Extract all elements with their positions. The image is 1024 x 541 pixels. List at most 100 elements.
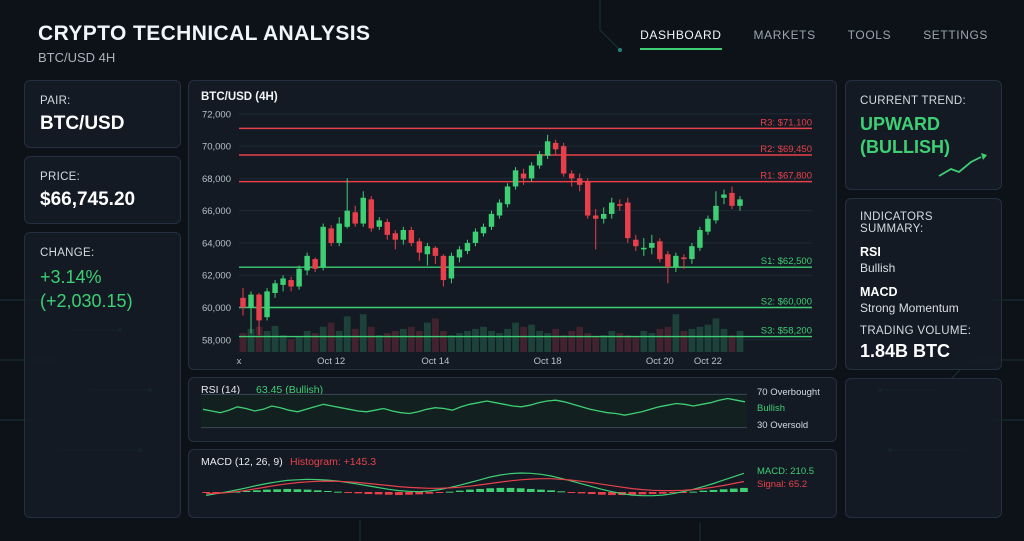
macd-histogram-bar <box>293 489 302 492</box>
candle-body <box>488 213 495 227</box>
candle-body <box>288 280 294 287</box>
volume-bar <box>448 335 455 352</box>
pair-value: BTC/USD <box>40 113 125 134</box>
nav-markets[interactable]: MARKETS <box>753 28 816 42</box>
volume-bar <box>696 326 704 352</box>
rsi-band <box>201 394 747 428</box>
candle-body <box>448 255 455 279</box>
candle-body <box>400 230 407 240</box>
volume-bar <box>536 331 543 352</box>
candle-body <box>264 291 270 318</box>
rsi-panel: RSI (14) 63.45 (Bullish) 70 Overbought B… <box>188 377 837 442</box>
volume-bar <box>616 333 624 352</box>
macd-histogram-bar <box>669 492 677 494</box>
signal-value-label: Signal: 65.2 <box>757 479 807 490</box>
resistance-label: R1: $67,800 <box>760 171 812 182</box>
volume-bar <box>255 326 263 352</box>
support-label: S2: $60,000 <box>761 296 812 307</box>
candle-body <box>544 141 551 156</box>
candle-body <box>456 249 463 258</box>
candle-body <box>392 233 399 240</box>
volume-bar <box>496 333 503 352</box>
volume-bar <box>375 335 383 352</box>
candle-body <box>520 173 527 179</box>
volume-bar <box>640 331 648 352</box>
volume-bar <box>287 339 295 352</box>
candle-body <box>657 241 663 260</box>
volume-bar <box>351 328 359 352</box>
candle-body <box>424 246 431 255</box>
y-tick-label: 58,000 <box>202 335 231 346</box>
candle-body <box>256 294 262 321</box>
candle-body <box>592 215 599 219</box>
rsi-name: RSI <box>860 245 881 259</box>
macd-histogram-bar <box>547 490 555 492</box>
macd-histogram-bar <box>476 488 484 492</box>
macd-histogram-bar <box>395 492 403 496</box>
volume-bar <box>472 328 479 352</box>
macd-histogram-bar <box>719 489 728 492</box>
x-tick-label: Oct 22 <box>694 356 722 367</box>
volume-bar <box>664 326 672 352</box>
change-label: CHANGE: <box>40 247 95 259</box>
y-tick-label: 64,000 <box>202 238 231 249</box>
candle-body <box>352 212 358 224</box>
macd-histogram-bar <box>466 489 474 492</box>
support-label: S3: $58,200 <box>761 326 812 337</box>
nav-tools[interactable]: TOOLS <box>847 28 892 42</box>
volume-bar <box>680 331 688 352</box>
y-tick-label: 70,000 <box>202 142 231 153</box>
y-tick-label: 68,000 <box>202 174 231 185</box>
candle-body <box>737 199 743 206</box>
volume-bar <box>560 335 568 352</box>
macd-histogram-bar <box>313 490 322 492</box>
candle-body <box>665 254 671 268</box>
candle-body <box>368 199 374 229</box>
macd-histogram-bar <box>587 492 596 495</box>
macd-histogram-bar <box>202 492 210 494</box>
trading-volume-label: TRADING VOLUME: <box>860 325 972 337</box>
resistance-label: R2: $69,450 <box>760 144 812 155</box>
change-card: CHANGE: +3.14% (+2,030.15) <box>24 232 181 518</box>
change-percent: +3.14% <box>40 267 102 287</box>
macd-histogram-bar <box>242 490 251 492</box>
macd-histogram-label: Histogram: +145.3 <box>290 456 376 468</box>
nav-dashboard[interactable]: DASHBOARD <box>640 28 722 50</box>
volume-bar <box>592 337 600 352</box>
price-value: $66,745.20 <box>40 189 136 210</box>
macd-histogram-bar <box>506 487 515 492</box>
macd-histogram-bar <box>537 489 545 492</box>
macd-name: MACD <box>860 285 898 299</box>
trend-value-line1: UPWARD <box>860 114 940 134</box>
candle-body <box>376 220 383 227</box>
candle-body <box>617 204 623 206</box>
candle-body <box>408 230 415 243</box>
rsi-oversold-label: 30 Oversold <box>757 420 808 431</box>
macd-histogram-bar <box>516 488 525 492</box>
macd-histogram-bar <box>455 490 464 492</box>
pair-card: PAIR: BTC/USD <box>24 80 181 148</box>
macd-histogram-bar <box>374 492 383 495</box>
candle-body <box>328 228 334 243</box>
macd-histogram-bar <box>405 492 413 495</box>
volume-bar <box>359 314 367 352</box>
page-subtitle: BTC/USD 4H <box>38 50 116 65</box>
volume-bar <box>504 328 511 352</box>
volume-bar <box>736 331 744 352</box>
macd-histogram-bar <box>445 491 454 493</box>
volume-bar <box>552 328 559 352</box>
candle-body <box>568 173 575 179</box>
volume-bar <box>271 325 279 352</box>
candle-body <box>576 178 583 185</box>
volume-bar <box>632 337 640 352</box>
macd-histogram-bar <box>638 492 647 495</box>
candle-body <box>705 218 711 232</box>
nav-settings[interactable]: SETTINGS <box>923 28 988 42</box>
y-tick-label: 72,000 <box>202 109 231 120</box>
candle-body <box>641 247 647 250</box>
macd-histogram-bar <box>415 492 424 495</box>
empty-panel <box>845 378 1002 518</box>
macd-histogram-bar <box>740 487 748 492</box>
macd-histogram-bar <box>354 492 363 494</box>
volume-bar <box>327 322 335 352</box>
